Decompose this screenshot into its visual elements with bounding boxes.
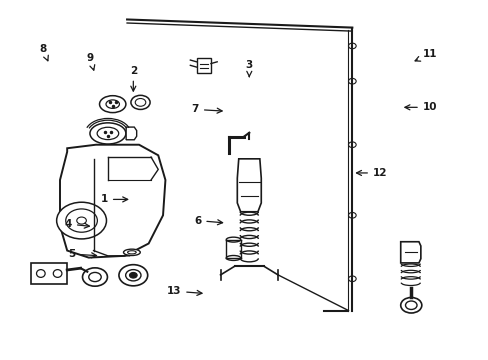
Circle shape <box>82 268 107 286</box>
Polygon shape <box>237 159 261 212</box>
Text: 4: 4 <box>64 219 89 229</box>
Circle shape <box>405 301 416 310</box>
Ellipse shape <box>37 270 45 277</box>
Circle shape <box>57 202 106 239</box>
Ellipse shape <box>135 99 145 106</box>
Ellipse shape <box>97 127 119 140</box>
Text: 13: 13 <box>166 286 202 296</box>
Ellipse shape <box>123 249 140 256</box>
Text: 12: 12 <box>356 168 386 178</box>
Circle shape <box>400 297 421 313</box>
Circle shape <box>89 273 101 282</box>
FancyBboxPatch shape <box>31 262 67 284</box>
Ellipse shape <box>53 270 62 277</box>
Circle shape <box>348 212 355 218</box>
Polygon shape <box>126 127 137 140</box>
Text: 7: 7 <box>191 104 222 114</box>
Ellipse shape <box>226 256 240 260</box>
Circle shape <box>77 217 86 224</box>
Polygon shape <box>400 242 420 263</box>
Ellipse shape <box>100 96 125 113</box>
Text: 1: 1 <box>101 194 127 204</box>
Text: 9: 9 <box>86 53 95 70</box>
Ellipse shape <box>131 95 150 109</box>
Circle shape <box>348 78 355 84</box>
Ellipse shape <box>90 123 125 144</box>
Polygon shape <box>60 145 165 258</box>
Circle shape <box>129 273 137 278</box>
Text: 6: 6 <box>194 216 222 226</box>
FancyBboxPatch shape <box>196 58 210 73</box>
Text: 3: 3 <box>245 60 252 76</box>
Text: 8: 8 <box>40 45 48 61</box>
Circle shape <box>125 270 141 281</box>
Circle shape <box>348 43 355 49</box>
Text: 2: 2 <box>129 66 137 91</box>
Circle shape <box>348 142 355 148</box>
Ellipse shape <box>226 237 240 242</box>
Circle shape <box>119 265 147 286</box>
Text: 10: 10 <box>404 102 436 112</box>
Text: 11: 11 <box>414 49 436 61</box>
Circle shape <box>65 209 97 232</box>
Ellipse shape <box>127 251 136 254</box>
Circle shape <box>348 276 355 282</box>
Ellipse shape <box>106 100 119 108</box>
Text: 5: 5 <box>68 249 96 259</box>
